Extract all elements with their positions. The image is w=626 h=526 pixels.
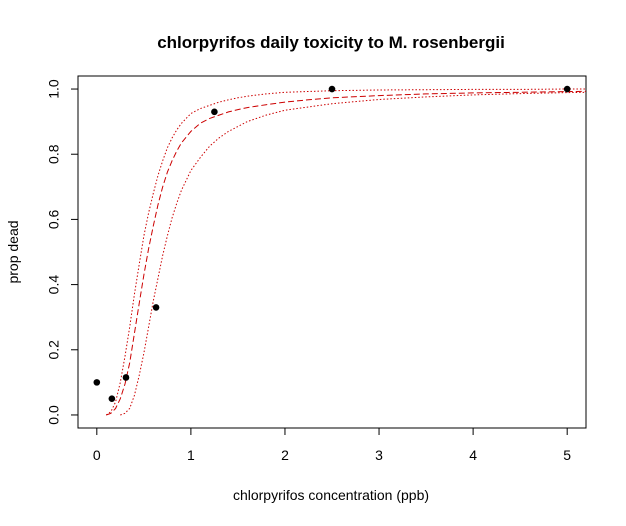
curves xyxy=(105,88,587,416)
data-points xyxy=(93,85,571,402)
y-tick-label: 0.2 xyxy=(46,340,62,360)
y-axis: 0.0 0.2 0.4 0.6 0.8 1.0 xyxy=(46,79,79,425)
data-point xyxy=(328,85,336,93)
upper-confidence-band xyxy=(105,88,586,416)
y-tick-label: 0.0 xyxy=(46,405,62,425)
x-tick-label: 5 xyxy=(563,447,571,463)
data-point xyxy=(211,108,218,116)
x-axis-label: chlorpyrifos concentration (ppb) xyxy=(233,487,429,503)
data-point xyxy=(122,374,130,381)
x-axis: 0 1 2 3 4 5 xyxy=(93,427,571,463)
x-tick-label: 0 xyxy=(93,447,101,463)
fitted-curve xyxy=(106,90,587,416)
x-tick-label: 4 xyxy=(469,447,477,463)
data-point xyxy=(93,379,101,386)
y-axis-label: prop dead xyxy=(5,220,21,283)
y-tick-label: 0.6 xyxy=(46,209,62,229)
x-tick-label: 3 xyxy=(375,447,383,463)
x-tick-label: 2 xyxy=(281,447,289,463)
data-point xyxy=(108,395,116,402)
y-tick-label: 0.4 xyxy=(46,275,62,295)
y-tick-label: 0.8 xyxy=(46,144,62,164)
data-point xyxy=(152,304,160,311)
plot-frame xyxy=(77,75,587,429)
x-tick-label: 1 xyxy=(187,447,195,463)
data-point xyxy=(563,85,571,93)
lower-confidence-band xyxy=(120,91,587,416)
chart-title: chlorpyrifos daily toxicity to M. rosenb… xyxy=(157,33,505,52)
y-tick-label: 1.0 xyxy=(46,79,62,99)
